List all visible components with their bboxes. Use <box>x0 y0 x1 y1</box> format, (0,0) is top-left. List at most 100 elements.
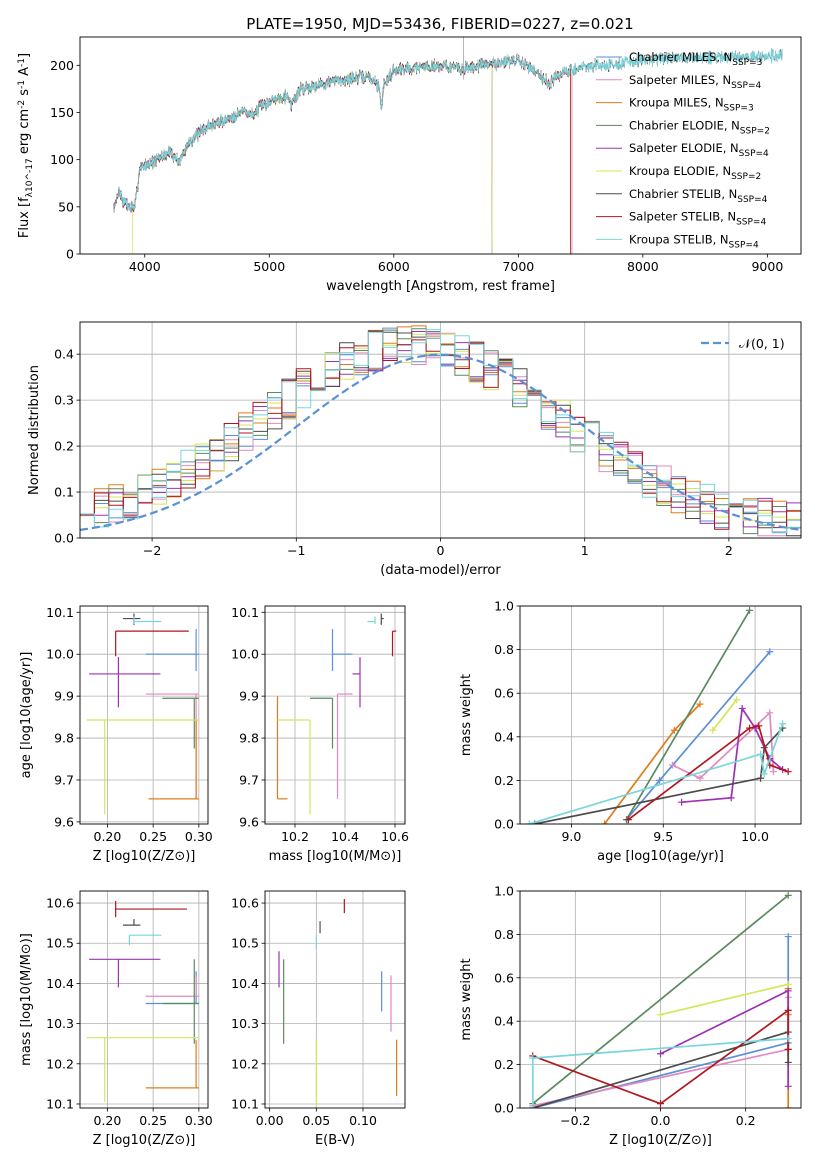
weight-marker <box>784 933 792 941</box>
axes-frame <box>519 890 802 1109</box>
weight-line <box>672 710 775 780</box>
plot-area <box>278 899 398 1108</box>
panel-spectrum: 4000 5000 6000 7000 8000 9000 0 50 100 150 200 wave… <box>17 36 802 294</box>
x-tick-label: 10.0 <box>741 829 769 844</box>
y-tick-label: 10.2 <box>46 1056 74 1071</box>
plot-area <box>80 325 801 537</box>
y-tick-label: 9.7 <box>54 772 74 787</box>
y-tick-label: 100 <box>50 152 74 167</box>
weight-line <box>534 727 784 824</box>
weight-marker <box>779 720 787 728</box>
weight-marker <box>656 776 664 784</box>
y-tick-label: 10.3 <box>46 1016 74 1031</box>
panel-age-mass: 10.2 10.4 10.6 9.6 9.7 9.8 9.9 10.0 10.1 mass [lo… <box>231 605 409 864</box>
x-tick-label: 0.0 <box>651 1113 671 1128</box>
y-tick-label: 200 <box>50 58 74 73</box>
y-tick-label: 0 <box>66 247 74 262</box>
x-tick-label: −0.2 <box>560 1113 590 1128</box>
y-tick-label: 0.2 <box>54 439 74 454</box>
weight-marker <box>766 709 774 717</box>
x-tick-label: 9.0 <box>561 829 581 844</box>
x-tick-label: 0.20 <box>94 1113 122 1128</box>
weight-marker <box>784 1058 792 1066</box>
weight-marker <box>696 700 704 708</box>
weight-marker <box>760 770 768 778</box>
weight-marker <box>657 1100 664 1108</box>
weight-marker <box>784 987 792 995</box>
weight-marker <box>668 761 676 769</box>
weight-line <box>532 894 789 1105</box>
legend-label: Kroupa ELODIE, NSSP=2 <box>629 164 761 182</box>
x-tick-label: 9000 <box>751 259 783 274</box>
legend-label: Chabrier STELIB, NSSP=4 <box>629 187 768 205</box>
y-tick-label: 10.1 <box>46 1096 74 1111</box>
weight-marker <box>733 696 741 704</box>
weight-marker <box>529 1104 537 1108</box>
x-tick-label: 2 <box>725 543 733 558</box>
y-tick-label: 0.6 <box>494 970 514 985</box>
axes-frame <box>79 321 802 539</box>
weight-marker <box>670 726 678 734</box>
x-tick-label: 1 <box>581 543 589 558</box>
x-tick-label: 0.10 <box>349 1113 377 1128</box>
y-tick-label: 50 <box>58 199 74 214</box>
legend-label: Kroupa STELIB, NSSP=4 <box>629 232 759 250</box>
y-tick-label: 10.5 <box>231 936 259 951</box>
weight-marker <box>727 794 735 802</box>
plot-area <box>86 613 199 815</box>
x-tick-label: 0.30 <box>185 829 213 844</box>
weight-marker <box>766 648 774 656</box>
plot-area <box>113 37 783 254</box>
y-tick-label: 10.4 <box>46 976 74 991</box>
x-tick-label: 10.4 <box>331 829 359 844</box>
axes-frame <box>519 605 802 825</box>
y-tick-label: 0.2 <box>494 773 514 788</box>
gaussian-curve <box>80 353 801 531</box>
weight-marker <box>746 606 754 614</box>
y-tick-label: 10.6 <box>231 896 259 911</box>
y-tick-label: 0.0 <box>494 1101 514 1116</box>
weight-marker <box>678 798 686 806</box>
weight-marker <box>529 1054 537 1062</box>
weight-line <box>603 703 701 824</box>
weight-line <box>528 723 784 824</box>
figure-title: PLATE=1950, MJD=53436, FIBERID=0227, z=0… <box>246 15 633 33</box>
weight-marker <box>738 704 746 712</box>
y-axis-label: age [log10(age/yr)] <box>19 652 34 779</box>
y-tick-label: 9.8 <box>239 731 259 746</box>
weight-marker <box>784 980 792 988</box>
weight-line <box>625 609 751 821</box>
axes-frame <box>264 890 406 1109</box>
x-tick-label: 0.00 <box>256 1113 284 1128</box>
x-tick-label: −2 <box>143 543 161 558</box>
y-tick-label: 0.0 <box>54 531 74 546</box>
y-tick-label: 0.0 <box>494 817 514 832</box>
legend-label: Salpeter ELODIE, NSSP=4 <box>629 141 769 159</box>
x-axis-label: Z [log10(Z/Z⊙)] <box>93 849 196 864</box>
panel-mass-EBV: 0.00 0.05 0.10 10.1 10.2 10.3 10.4 10.5 10.6 E(B-… <box>231 890 406 1148</box>
x-tick-label: 0.2 <box>736 1113 756 1128</box>
y-tick-label: 0.4 <box>54 347 74 362</box>
legend-label: Salpeter STELIB, NSSP=4 <box>629 210 766 228</box>
y-tick-label: 150 <box>50 105 74 120</box>
x-axis-label: mass [log10(M/M⊙)] <box>269 849 402 864</box>
y-tick-label: 0.8 <box>494 927 514 942</box>
x-tick-label: 5000 <box>253 259 285 274</box>
weight-marker <box>624 816 632 824</box>
x-axis-label: Z [log10(Z/Z⊙)] <box>93 1133 196 1148</box>
weight-line <box>532 1008 790 1105</box>
weight-marker <box>757 774 765 782</box>
histogram-step <box>80 332 801 537</box>
y-tick-label: 1.0 <box>494 599 514 614</box>
weight-marker <box>784 768 792 776</box>
y-tick-label: 0.4 <box>494 729 514 744</box>
weight-marker <box>784 1082 792 1090</box>
x-tick-label: −1 <box>287 543 305 558</box>
x-tick-label: 10.2 <box>281 829 309 844</box>
weight-marker <box>657 1011 664 1019</box>
y-tick-label: 9.6 <box>239 814 259 829</box>
weight-line <box>625 651 771 821</box>
x-tick-label: 4000 <box>129 259 161 274</box>
y-tick-label: 9.9 <box>239 689 259 704</box>
y-axis-label: mass weight <box>459 958 474 1040</box>
